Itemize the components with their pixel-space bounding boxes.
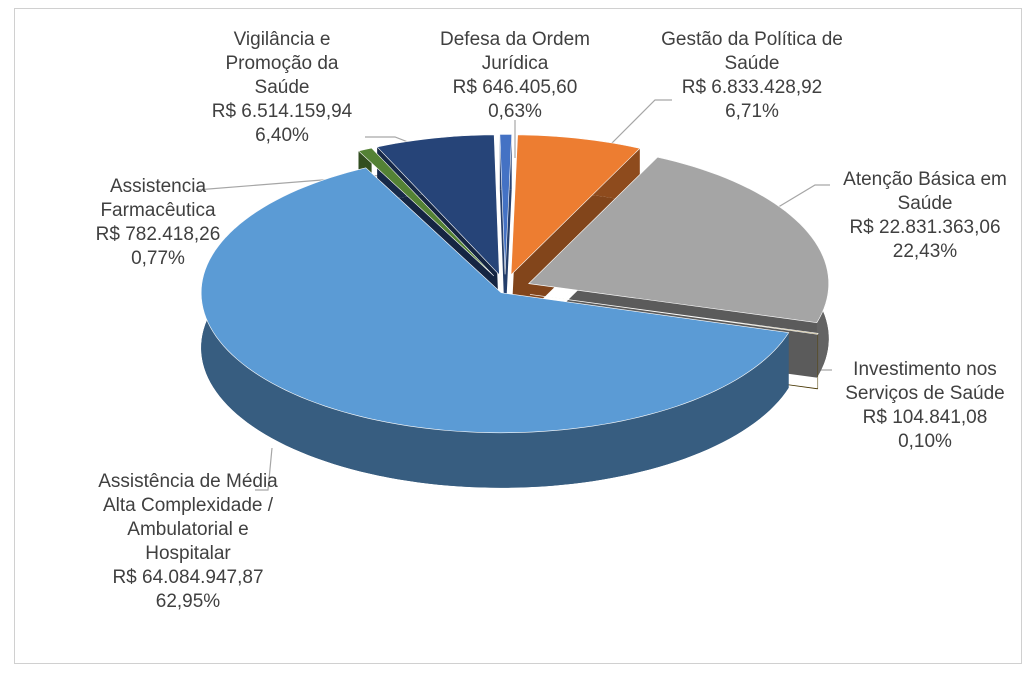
amount-label: R$ 22.831.363,06 [849, 217, 1001, 238]
leader [255, 447, 273, 491]
percent-label: 62,95% [155, 591, 221, 612]
slice-side [817, 333, 819, 390]
slice [357, 147, 495, 277]
data-label: Investimento nos Serviços de Saúde R$ 104… [825, 358, 1025, 454]
amount-label: R$ 6.514.159,94 [211, 101, 353, 122]
percent-label: 22,43% [892, 241, 958, 262]
percent-label: 0,77% [131, 248, 185, 269]
percent-label: 0,10% [898, 431, 952, 452]
slice-name: Investimento nos Serviços de Saúde [845, 359, 1005, 404]
amount-label: R$ 646.405,60 [452, 77, 578, 98]
data-label: Gestão da Política de Saúde R$ 6.833.428,… [657, 28, 847, 124]
slice [499, 134, 513, 275]
slice [529, 294, 819, 335]
slice-name: Gestão da Política de Saúde [661, 29, 843, 74]
slice-name: Assistencia Farmacêutica [100, 176, 216, 221]
chart-frame [14, 8, 1022, 664]
data-label: Assistencia Farmacêutica R$ 782.418,26 0,7… [78, 175, 238, 271]
amount-label: R$ 782.418,26 [95, 224, 221, 245]
amount-label: R$ 6.833.428,92 [681, 77, 823, 98]
data-label: Vigilância e Promoção da Saúde R$ 6.514.1… [202, 28, 362, 148]
slice [200, 167, 790, 434]
slice-name: Assistência de Média Alta Complexidade /… [98, 471, 278, 564]
slices [200, 134, 830, 488]
percent-label: 6,71% [725, 101, 779, 122]
slice-name: Vigilância e Promoção da Saúde [225, 29, 339, 98]
slice-name: Atenção Básica em Saúde [843, 169, 1007, 214]
amount-label: R$ 104.841,08 [862, 407, 988, 428]
data-label: Defesa da Ordem Jurídica R$ 646.405,60 0,6… [420, 28, 610, 124]
percent-label: 6,40% [255, 125, 309, 146]
amount-label: R$ 64.084.947,87 [112, 567, 264, 588]
slice [510, 134, 641, 276]
slice [376, 134, 500, 276]
slice [528, 156, 830, 323]
data-label: Assistência de Média Alta Complexidade /… [98, 470, 278, 614]
percent-label: 0,63% [488, 101, 542, 122]
data-label: Atenção Básica em Saúde R$ 22.831.363,06 2… [825, 168, 1025, 264]
slice-name: Defesa da Ordem Jurídica [440, 29, 590, 74]
